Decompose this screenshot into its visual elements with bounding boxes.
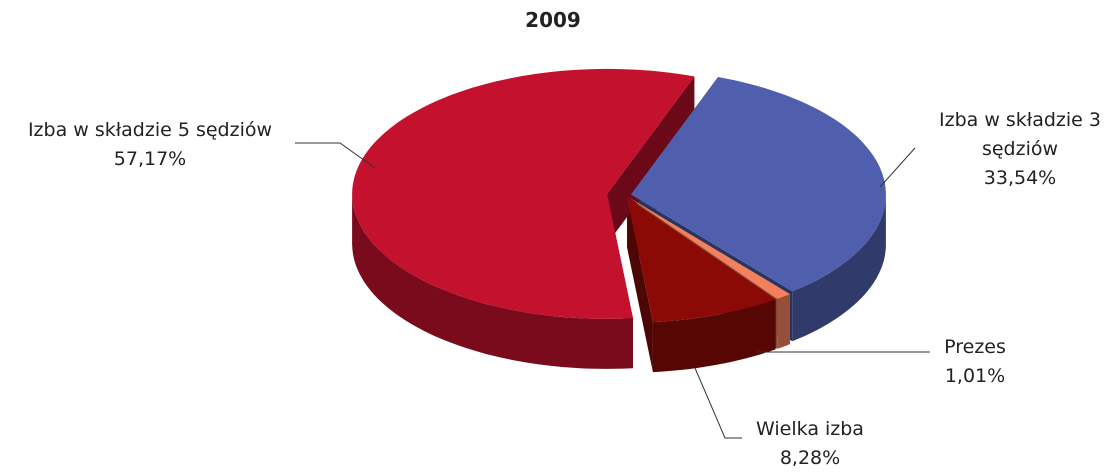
slice-label: Prezes 1,01% <box>925 333 1025 391</box>
slice-label: Izba w składzie 5 sędziów 57,17% <box>0 116 300 174</box>
category-label: Izba w składzie 3 sędziów <box>939 109 1101 160</box>
slice-label: Wielka izba 8,28% <box>730 415 890 473</box>
category-label: Prezes <box>944 336 1006 358</box>
category-label: Wielka izba <box>756 418 864 440</box>
value-label: 57,17% <box>113 148 187 170</box>
slice <box>352 68 695 319</box>
pie <box>352 68 886 373</box>
value-label: 33,54% <box>983 167 1057 189</box>
leader-line <box>694 367 742 439</box>
slice <box>630 77 886 292</box>
leader-line <box>295 142 376 169</box>
slice-side <box>352 193 633 369</box>
value-label: 1,01% <box>944 365 1006 387</box>
chart-title: 2009 <box>525 8 581 32</box>
category-label: Izba w składzie 5 sędziów <box>27 119 273 141</box>
slice-side <box>792 194 886 342</box>
slice-side <box>652 299 776 373</box>
slice <box>627 197 776 323</box>
value-label: 8,28% <box>779 447 841 469</box>
leader-line <box>879 147 916 188</box>
slice-side <box>777 294 790 349</box>
slice <box>628 197 790 299</box>
slice-label: Izba w składzie 3 sędziów 33,54% <box>935 106 1105 193</box>
slice-wall <box>627 197 653 373</box>
